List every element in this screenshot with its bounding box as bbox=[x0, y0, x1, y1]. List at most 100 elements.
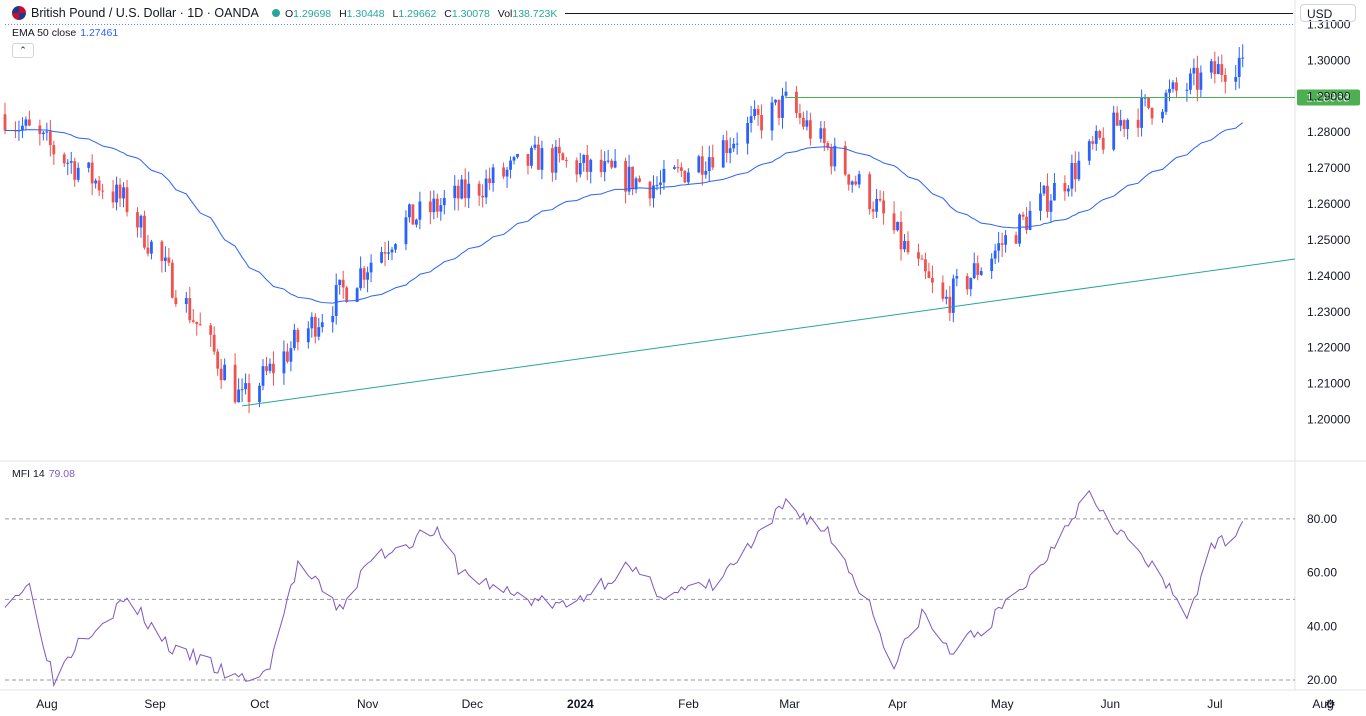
candle-body bbox=[721, 140, 725, 168]
candle-body bbox=[1018, 214, 1021, 244]
candle-body bbox=[1209, 61, 1213, 73]
ohlc-readout: O1.29698 H1.30448 L1.29662 C1.30078 Vol1… bbox=[285, 8, 562, 20]
candle-body bbox=[526, 153, 530, 166]
candle-body bbox=[233, 364, 237, 403]
candle-body bbox=[917, 252, 920, 259]
price-tick-label: 1.24000 bbox=[1307, 269, 1351, 283]
candle-body bbox=[1216, 64, 1220, 75]
candle-body bbox=[627, 166, 631, 192]
candle-body bbox=[578, 163, 582, 175]
candle-body bbox=[1168, 88, 1171, 93]
candle-body bbox=[944, 296, 948, 299]
price-tick-label: 1.30000 bbox=[1307, 53, 1351, 67]
candle-body bbox=[631, 166, 634, 190]
candle-body bbox=[338, 279, 342, 286]
candle-body bbox=[28, 119, 31, 126]
candle-body bbox=[662, 168, 666, 183]
candle-body bbox=[606, 160, 610, 162]
candle-body bbox=[826, 143, 830, 148]
candle-body bbox=[585, 154, 589, 172]
candle-body bbox=[1185, 89, 1189, 91]
candle-body bbox=[415, 219, 418, 225]
candle-body bbox=[442, 197, 446, 206]
candle-body bbox=[882, 200, 885, 214]
candle-body bbox=[777, 99, 781, 118]
candle-body bbox=[317, 327, 321, 337]
candle-body bbox=[1223, 75, 1227, 82]
candle-body bbox=[94, 180, 98, 184]
candle-body bbox=[191, 320, 195, 322]
candle-body bbox=[784, 91, 788, 96]
ema-legend[interactable]: EMA 50 close 1.27461 bbox=[12, 27, 118, 39]
candle-body bbox=[41, 132, 45, 134]
candle-body bbox=[184, 298, 188, 304]
candle-body bbox=[697, 156, 701, 173]
candle-body bbox=[167, 257, 171, 263]
candle-body bbox=[749, 116, 753, 123]
candle-body bbox=[387, 252, 390, 254]
header-divider bbox=[565, 13, 1293, 14]
candle-body bbox=[512, 157, 516, 161]
candle-body bbox=[746, 122, 750, 144]
candle-body bbox=[484, 178, 488, 198]
candle-body bbox=[69, 161, 73, 163]
candle-body bbox=[711, 157, 715, 168]
candle-body bbox=[1014, 235, 1018, 244]
candle-body bbox=[819, 128, 823, 139]
price-tick-label: 1.29000 bbox=[1307, 89, 1351, 103]
candle-body bbox=[931, 277, 934, 283]
candle-body bbox=[871, 209, 875, 212]
candle-body bbox=[638, 178, 641, 182]
candle-body bbox=[219, 368, 223, 381]
symbol-label: British Pound / U.S. Dollar · 1D · OANDA bbox=[31, 6, 259, 20]
candle-body bbox=[282, 351, 286, 374]
open-key: O bbox=[285, 8, 294, 20]
candle-body bbox=[868, 174, 872, 210]
candle-body bbox=[1161, 111, 1164, 119]
candle-body bbox=[240, 389, 244, 391]
candle-body bbox=[1115, 112, 1119, 126]
candle-body bbox=[770, 102, 774, 131]
time-tick-label: Aug bbox=[36, 697, 57, 711]
candle-body bbox=[753, 108, 756, 117]
candle-body bbox=[163, 257, 167, 261]
candle-body bbox=[268, 363, 272, 371]
candle-body bbox=[700, 156, 704, 175]
candle-body bbox=[561, 153, 565, 160]
gear-icon[interactable]: ⚙ bbox=[1325, 697, 1336, 711]
currency-selector[interactable]: USD bbox=[1300, 4, 1356, 22]
price-tick-label: 1.25000 bbox=[1307, 233, 1351, 247]
candle-body bbox=[296, 329, 300, 343]
candle-body bbox=[634, 178, 638, 190]
candle-body bbox=[481, 195, 485, 198]
candle-body bbox=[624, 160, 627, 192]
candle-body bbox=[509, 160, 512, 170]
candle-body bbox=[435, 198, 439, 212]
candle-body bbox=[906, 240, 910, 253]
candle-body bbox=[272, 363, 275, 374]
mfi-value: 79.08 bbox=[48, 468, 75, 480]
candle-body bbox=[979, 271, 983, 275]
candle-body bbox=[969, 278, 973, 290]
candle-body bbox=[261, 366, 265, 386]
price-tick-label: 1.22000 bbox=[1307, 341, 1351, 355]
price-tick-label: 1.20000 bbox=[1307, 413, 1351, 427]
chevron-up-icon[interactable]: ⌃ bbox=[12, 43, 34, 58]
candle-body bbox=[115, 184, 118, 203]
candle-body bbox=[955, 276, 959, 279]
candle-body bbox=[66, 162, 70, 164]
candle-body bbox=[659, 182, 662, 185]
candle-body bbox=[1150, 107, 1154, 119]
candle-body bbox=[390, 249, 394, 253]
candle-body bbox=[439, 205, 443, 212]
candle-body bbox=[1241, 57, 1245, 59]
candle-body bbox=[345, 287, 349, 302]
candle-body bbox=[1195, 67, 1199, 90]
candle-body bbox=[341, 279, 345, 288]
candle-body bbox=[331, 315, 335, 323]
low-key: L bbox=[392, 8, 399, 20]
mfi-legend[interactable]: MFI 14 79.08 bbox=[12, 468, 75, 480]
symbol-title[interactable]: British Pound / U.S. Dollar · 1D · OANDA bbox=[12, 6, 280, 20]
candle-body bbox=[366, 272, 369, 280]
